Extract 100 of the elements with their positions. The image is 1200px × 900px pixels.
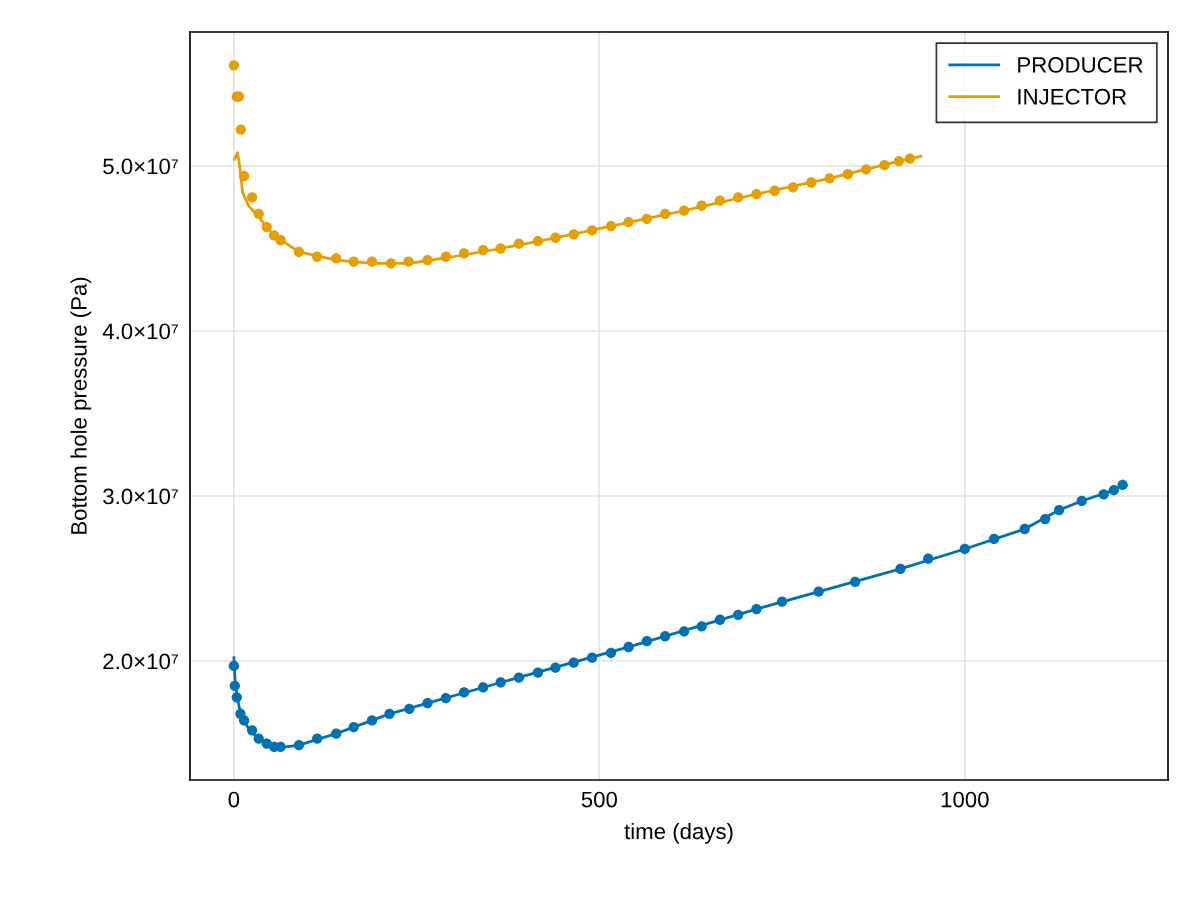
x-tick-label: 0 xyxy=(228,791,240,808)
y-tick-label: 3.0×10⁷ xyxy=(103,488,178,505)
point xyxy=(228,60,240,71)
point xyxy=(806,177,817,188)
point xyxy=(959,543,970,555)
point xyxy=(229,680,240,691)
point xyxy=(550,232,561,243)
x-tick-label: 500 xyxy=(581,791,617,808)
point xyxy=(312,733,323,744)
point xyxy=(893,155,905,167)
point xyxy=(568,229,579,240)
point xyxy=(904,153,916,164)
point xyxy=(532,235,544,247)
point xyxy=(440,251,451,262)
y-axis-title: Bottom hole pressure (Pa) xyxy=(70,277,92,534)
point xyxy=(678,626,690,637)
point xyxy=(275,235,286,246)
point xyxy=(1040,513,1051,525)
point xyxy=(384,708,395,719)
point xyxy=(641,636,652,647)
point xyxy=(422,254,433,266)
point xyxy=(458,687,470,698)
point xyxy=(659,631,671,642)
point xyxy=(440,693,451,704)
legend-label: INJECTOR xyxy=(1018,88,1127,105)
point xyxy=(678,205,690,216)
point xyxy=(253,733,264,744)
point xyxy=(879,160,890,171)
point xyxy=(923,553,934,564)
point xyxy=(659,208,671,219)
point xyxy=(550,662,561,673)
point xyxy=(458,248,470,259)
point xyxy=(331,728,342,739)
point xyxy=(366,256,378,267)
point xyxy=(246,192,258,203)
point xyxy=(769,185,780,196)
point xyxy=(623,641,634,653)
point xyxy=(733,192,744,203)
point xyxy=(532,667,544,678)
point xyxy=(477,245,489,256)
point xyxy=(714,614,726,625)
point xyxy=(1076,495,1087,507)
point xyxy=(586,225,598,236)
point xyxy=(404,703,415,715)
point xyxy=(696,621,707,632)
point xyxy=(895,563,906,575)
point xyxy=(751,603,762,615)
point xyxy=(312,251,323,262)
point xyxy=(1053,504,1065,516)
point xyxy=(733,609,744,620)
point xyxy=(696,200,707,211)
point xyxy=(293,740,305,751)
point xyxy=(513,238,525,249)
point xyxy=(860,164,872,175)
line-series xyxy=(233,151,923,265)
point xyxy=(988,533,1000,545)
point xyxy=(1019,523,1030,535)
point xyxy=(850,576,861,587)
point xyxy=(623,216,634,228)
point xyxy=(813,586,824,597)
point xyxy=(495,677,506,688)
y-tick-label: 2.0×10⁷ xyxy=(103,653,178,670)
point xyxy=(238,715,250,726)
point xyxy=(1108,484,1120,496)
point xyxy=(228,660,240,672)
point xyxy=(235,124,247,135)
point xyxy=(261,221,272,233)
point xyxy=(751,188,762,200)
point xyxy=(366,715,378,726)
x-axis-title: time (days) xyxy=(624,822,733,844)
y-tick-label: 5.0×10⁷ xyxy=(103,158,178,175)
point xyxy=(586,652,598,663)
point xyxy=(641,213,652,224)
point xyxy=(348,256,359,267)
point xyxy=(246,725,258,736)
point xyxy=(422,697,433,709)
x-tick-label: 1000 xyxy=(941,791,989,808)
point xyxy=(1117,479,1128,491)
point xyxy=(293,246,305,257)
point xyxy=(513,672,525,683)
point xyxy=(568,657,579,668)
legend-label: PRODUCER xyxy=(1018,57,1143,73)
point xyxy=(787,182,799,193)
point xyxy=(231,692,242,703)
point xyxy=(605,647,617,658)
point xyxy=(253,208,264,219)
point xyxy=(714,195,726,206)
point xyxy=(495,243,506,254)
point xyxy=(605,221,617,232)
point xyxy=(348,721,359,733)
point xyxy=(238,170,250,182)
point xyxy=(842,169,853,180)
point xyxy=(477,682,489,693)
point xyxy=(331,253,342,264)
point xyxy=(776,596,788,607)
point xyxy=(824,173,835,184)
point xyxy=(1098,489,1109,500)
y-tick-label: 4.0×10⁷ xyxy=(102,323,178,340)
point xyxy=(385,258,397,269)
point xyxy=(403,256,414,267)
